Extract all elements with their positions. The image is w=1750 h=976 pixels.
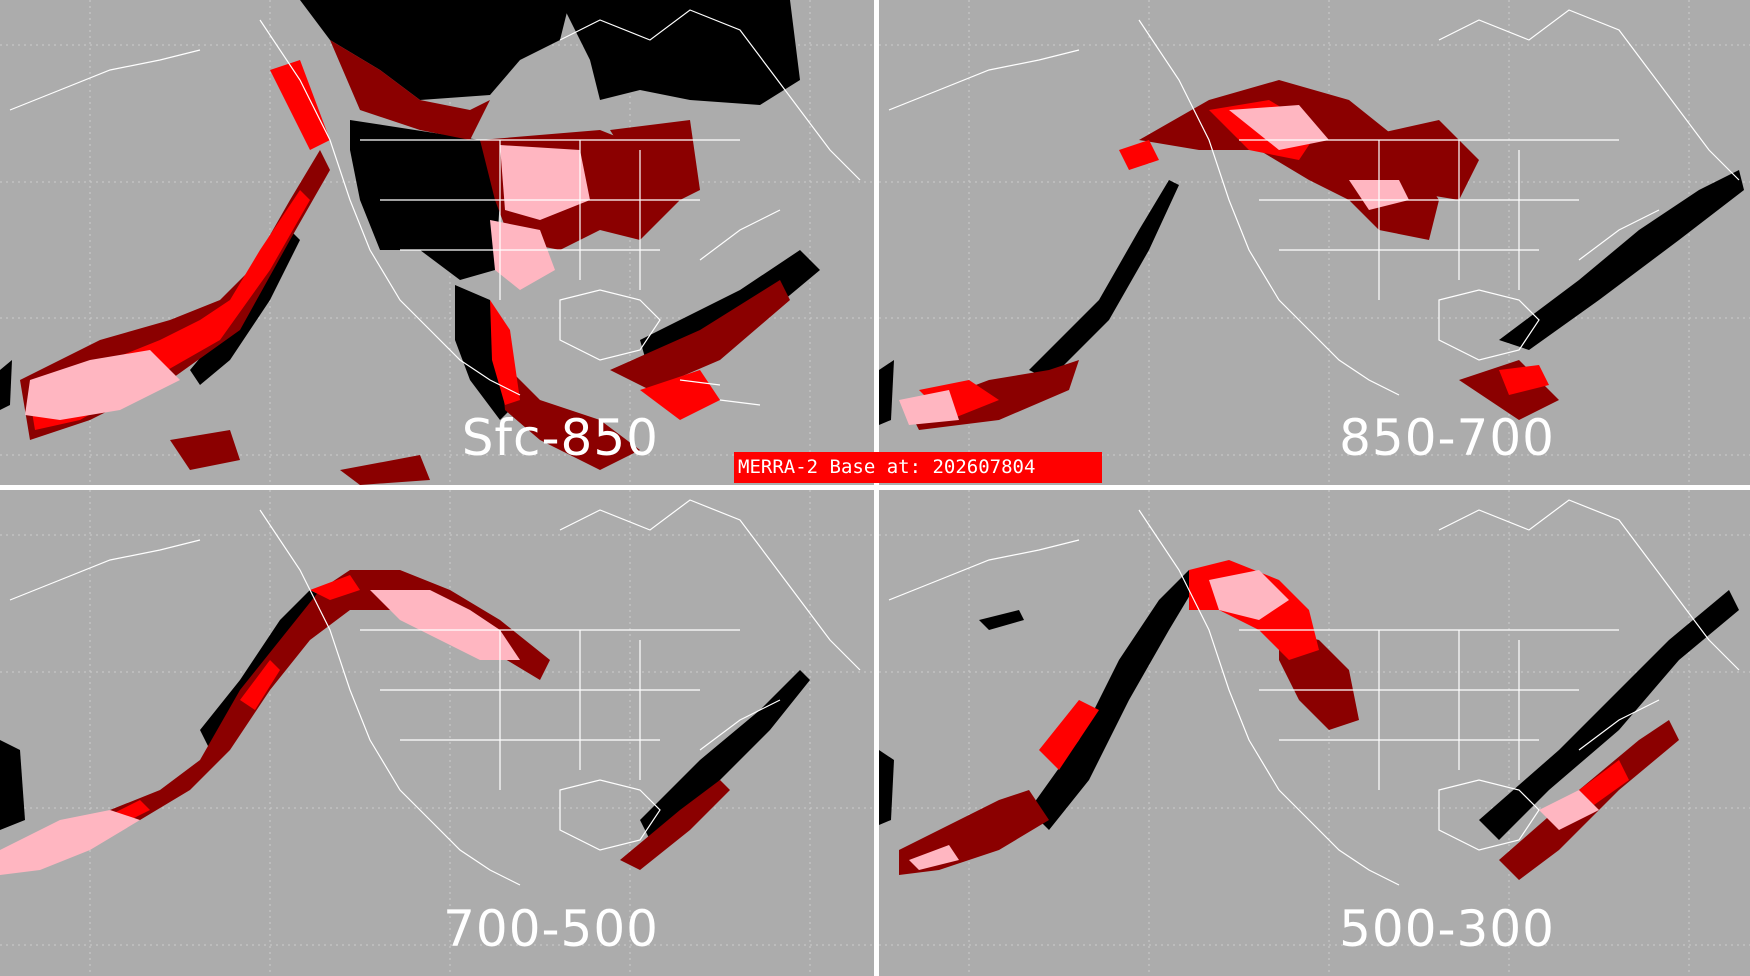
black-region bbox=[0, 590, 810, 840]
map-canvas-sfc-850 bbox=[0, 0, 874, 485]
map-panel-sfc-850: Sfc-850 bbox=[0, 0, 874, 485]
land-outlines bbox=[888, 499, 1740, 886]
panel-label-700-500: 700-500 bbox=[443, 900, 659, 958]
map-panel-850-700: 850-700 bbox=[879, 0, 1750, 485]
land-outlines bbox=[9, 499, 861, 886]
map-panel-500-300: 500-300 bbox=[879, 490, 1750, 976]
map-canvas-700-500 bbox=[0, 490, 874, 976]
map-panel-700-500: 700-500 bbox=[0, 490, 874, 976]
pink-region bbox=[25, 145, 590, 420]
dark-red-region bbox=[20, 40, 790, 485]
land-outlines bbox=[888, 9, 1740, 396]
graticule bbox=[879, 490, 1750, 976]
panel-label-500-300: 500-300 bbox=[1339, 900, 1555, 958]
panel-label-850-700: 850-700 bbox=[1339, 409, 1555, 467]
black-region bbox=[879, 570, 1739, 840]
pink-region bbox=[909, 570, 1599, 870]
land-outlines bbox=[9, 9, 861, 406]
timestamp-banner: MERRA-2 Base at: 202607804 bbox=[734, 452, 1102, 483]
panel-label-sfc-850: Sfc-850 bbox=[461, 409, 659, 467]
pink-region bbox=[0, 590, 520, 875]
dark-red-region bbox=[40, 570, 730, 870]
black-region bbox=[879, 170, 1744, 425]
graticule bbox=[0, 0, 874, 485]
map-canvas-850-700 bbox=[879, 0, 1750, 485]
map-canvas-500-300 bbox=[879, 490, 1750, 976]
